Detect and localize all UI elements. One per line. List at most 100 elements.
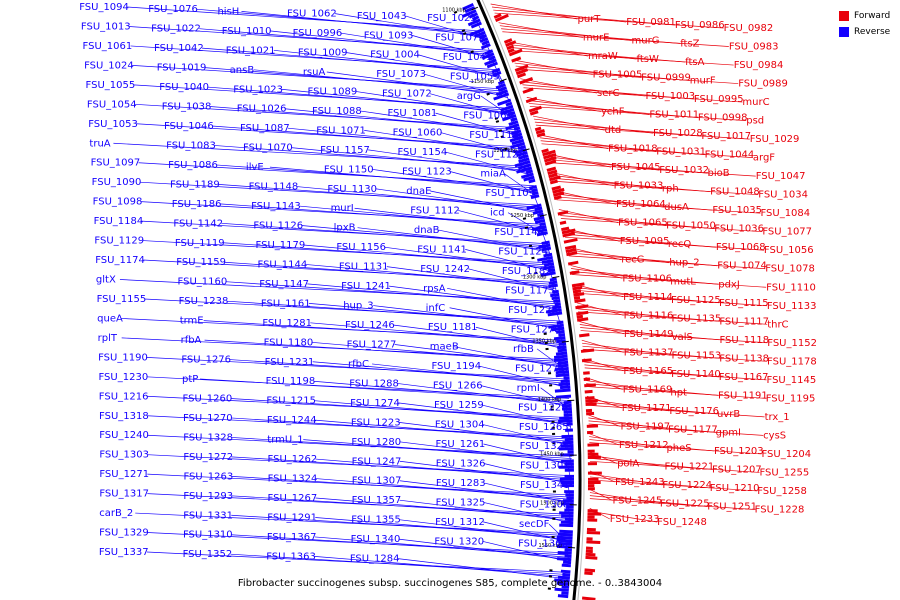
reverse-gene-label: FSU_1317 — [99, 489, 149, 500]
forward-gene-label: FSU_1243 — [615, 477, 665, 488]
forward-gene-glyph — [549, 174, 558, 176]
reverse-gene-label: FSU_1128 — [475, 149, 525, 160]
forward-gene-label: FSU_1224 — [662, 480, 712, 491]
forward-gene-label: FSU_1195 — [766, 393, 816, 404]
forward-gene-label: FSU_1028 — [653, 128, 703, 139]
forward-gene-label: FSU_0989 — [738, 79, 788, 90]
reverse-gene-label: FSU_1181 — [428, 322, 478, 333]
forward-gene-label: FSU_1050 — [666, 221, 716, 232]
forward-gene-label: trx_1 — [765, 412, 790, 423]
reverse-gene-label: trmU_1 — [267, 435, 303, 446]
forward-gene-glyph — [535, 128, 541, 130]
reverse-gene-label: FSU_1009 — [298, 48, 348, 59]
reverse-gene-label: FSU_1043 — [357, 11, 407, 22]
forward-gene-glyph — [586, 554, 596, 555]
forward-gene-glyph — [584, 385, 596, 386]
reverse-gene-label: FSU_1089 — [308, 86, 358, 97]
forward-gene-label: ftsZ — [680, 39, 699, 50]
forward-gene-label: FSU_1048 — [710, 187, 760, 198]
reverse-gene-label: queA — [97, 313, 123, 324]
forward-gene-glyph — [561, 228, 569, 230]
tick-label: 1350 kbp — [532, 339, 556, 345]
forward-gene-glyph — [552, 187, 561, 189]
reverse-gene-glyph — [554, 359, 568, 360]
reverse-gene-label: truA — [89, 138, 110, 149]
forward-gene-glyph — [575, 300, 586, 302]
reverse-gene-label: FSU_1341 — [520, 480, 570, 491]
reverse-gene-label: FSU_1025 — [427, 13, 477, 24]
forward-gene-label: FSU_1228 — [755, 504, 805, 515]
forward-gene-label: FSU_1251 — [707, 501, 757, 512]
reverse-gene-label: FSU_1109 — [485, 188, 535, 199]
reverse-gene-label: FSU_1071 — [316, 125, 366, 136]
reverse-gene-label: FSU_1059 — [450, 71, 500, 82]
reverse-gene-label: FSU_1174 — [95, 255, 145, 266]
forward-gene-glyph — [568, 262, 578, 264]
forward-gene-label: recQ — [668, 239, 692, 250]
forward-gene-glyph — [587, 532, 600, 533]
reverse-gene-label: FSU_1131 — [339, 262, 389, 273]
reverse-gene-label: FSU_1173 — [505, 286, 555, 297]
forward-gene-glyph — [542, 150, 549, 152]
reverse-gene-label: FSU_1038 — [162, 102, 212, 113]
reverse-gene-label: dnaE — [406, 186, 431, 197]
reverse-gene-label: miaA — [480, 169, 506, 180]
reverse-gene-label: FSU_1156 — [336, 242, 386, 253]
reverse-gene-label: FSU_1271 — [99, 469, 149, 480]
reverse-gene-label: FSU_1259 — [434, 400, 484, 411]
forward-gene-glyph — [574, 297, 580, 298]
forward-gene-label: FSU_1140 — [671, 369, 721, 380]
forward-gene-label: FSU_1036 — [714, 224, 764, 235]
reverse-gene-label: FSU_1026 — [237, 104, 287, 115]
forward-gene-glyph — [585, 391, 593, 392]
reverse-gene-glyph — [549, 282, 557, 283]
reverse-gene-glyph — [557, 322, 564, 323]
forward-gene-label: FSU_1003 — [645, 91, 695, 102]
forward-gene-glyph — [523, 89, 533, 92]
reverse-gene-label: FSU_1194 — [431, 361, 481, 372]
forward-gene-label: FSU_1210 — [710, 483, 760, 494]
forward-gene-glyph — [585, 398, 594, 399]
reverse-gene-label: FSU_1189 — [170, 179, 220, 190]
reverse-gene-label: FSU_1186 — [172, 199, 222, 210]
forward-gene-label: hpt — [670, 387, 687, 398]
forward-swatch — [839, 11, 849, 21]
reverse-gene-label: FSU_1260 — [183, 393, 233, 404]
leader-line — [398, 559, 568, 579]
forward-gene-glyph — [547, 168, 556, 170]
reverse-gene-glyph — [558, 596, 568, 597]
forward-gene-label: purT — [577, 14, 601, 25]
reverse-gene-label: FSU_1046 — [164, 121, 214, 132]
forward-gene-label: FSU_1171 — [622, 403, 672, 414]
tick-mark — [552, 277, 559, 278]
forward-gene-label: FSU_1017 — [701, 131, 751, 142]
forward-gene-label: valS — [672, 332, 693, 343]
reverse-gene-label: FSU_1041 — [443, 52, 493, 63]
forward-gene-label: FSU_1031 — [656, 147, 706, 158]
reverse-gene-label: FSU_1223 — [351, 417, 401, 428]
reverse-gene-label: FSU_1098 — [93, 197, 143, 208]
forward-gene-label: rph — [662, 184, 679, 195]
forward-gene-label: FSU_1114 — [623, 292, 673, 303]
reverse-gene-label: FSU_1010 — [222, 26, 272, 37]
forward-gene-label: FSU_1033 — [614, 181, 664, 192]
forward-gene-glyph — [566, 250, 576, 252]
forward-gene-label: FSU_1258 — [757, 486, 807, 497]
reverse-gene-label: rpmI — [517, 383, 540, 394]
forward-gene-glyph — [558, 212, 568, 214]
reverse-gene-label: FSU_1076 — [148, 4, 198, 15]
reverse-gene-label: FSU_1340 — [351, 534, 401, 545]
forward-gene-label: FSU_1225 — [660, 498, 710, 509]
reverse-gene-label: FSU_1215 — [266, 396, 316, 407]
reverse-gene-label: FSU_1281 — [262, 318, 312, 329]
reverse-gene-label: FSU_1155 — [97, 294, 147, 305]
reverse-gene-glyph — [562, 565, 571, 566]
forward-gene-label: FSU_1106 — [622, 273, 672, 284]
forward-gene-glyph — [587, 426, 598, 427]
reverse-gene-label: FSU_1362 — [518, 539, 568, 550]
forward-gene-label: FSU_1255 — [759, 467, 809, 478]
reverse-gene-glyph — [557, 347, 566, 348]
reverse-gene-label: gltX — [96, 275, 116, 286]
forward-gene-label: FSU_1110 — [766, 282, 816, 293]
forward-gene-glyph — [570, 272, 579, 274]
